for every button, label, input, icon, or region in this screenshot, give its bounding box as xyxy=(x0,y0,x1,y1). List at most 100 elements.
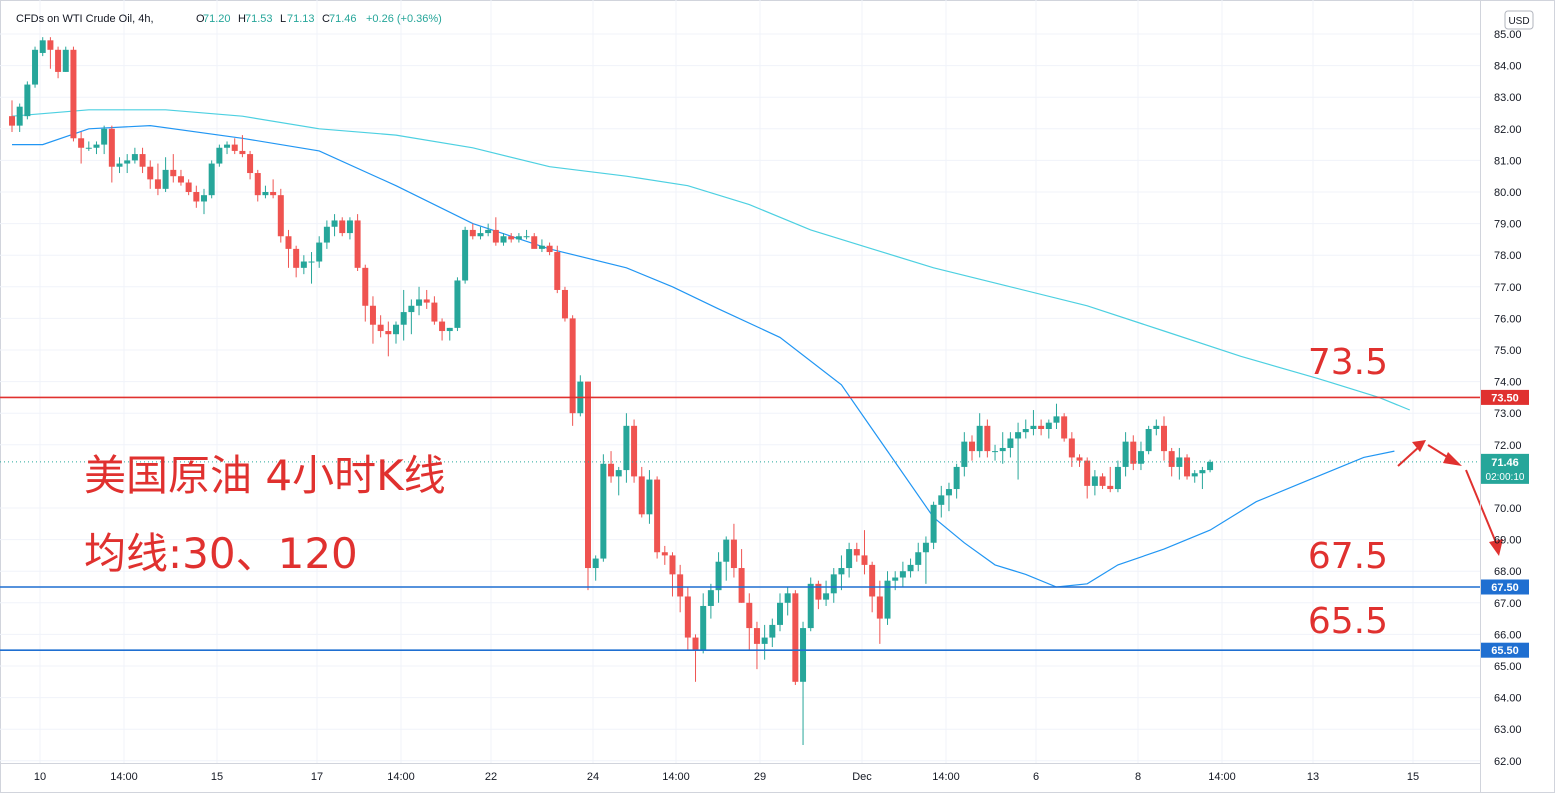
candle-body xyxy=(300,261,307,268)
currency-badge[interactable]: USD xyxy=(1504,10,1534,30)
candle xyxy=(1099,473,1106,490)
ohlc-key: O xyxy=(196,13,205,25)
arrow-mid-head xyxy=(1443,452,1462,466)
candle-body xyxy=(1176,457,1183,467)
candle-body xyxy=(1114,466,1121,490)
candle xyxy=(1114,460,1121,493)
candle xyxy=(700,593,707,654)
candle-body xyxy=(93,144,100,148)
candle-body xyxy=(753,628,760,644)
candle-body xyxy=(899,571,906,578)
candle xyxy=(101,125,108,155)
candle-body xyxy=(523,236,530,238)
time-tick-label: 14:00 xyxy=(662,771,690,783)
ohlc-key: L xyxy=(280,13,286,25)
bar-countdown: 02:00:10 xyxy=(1486,472,1525,483)
candle-body xyxy=(369,305,376,325)
candle xyxy=(907,558,914,578)
candle-body xyxy=(354,220,361,268)
candle-body xyxy=(585,381,591,569)
price-tick-label: 79.00 xyxy=(1494,219,1522,231)
candle xyxy=(1145,425,1152,455)
candle-body xyxy=(746,602,753,629)
candle-body xyxy=(915,552,922,565)
arrow-up-line xyxy=(1397,445,1421,467)
candle-body xyxy=(32,49,39,85)
time-tick-label: 24 xyxy=(587,771,599,783)
candle xyxy=(262,185,269,199)
candle xyxy=(162,157,169,192)
price-tick-label: 75.00 xyxy=(1494,345,1522,357)
candle xyxy=(815,580,822,610)
candle-body xyxy=(600,463,607,559)
level-badge-text: 67.50 xyxy=(1491,582,1519,594)
candle-body xyxy=(569,318,576,414)
candle-body xyxy=(807,583,814,629)
level-badge: 65.50 xyxy=(1481,642,1529,658)
candle-body xyxy=(777,602,783,625)
price-tick-label: 73.00 xyxy=(1494,408,1522,420)
ohlc-legend: O71.20 H 71.53 L 71.13 C 71.46 +0.26 (+0.36%) xyxy=(196,13,442,25)
candle-body xyxy=(876,596,883,619)
annotation-title: 美国原油 4小时K线 xyxy=(84,451,446,500)
candle xyxy=(93,141,100,155)
candle xyxy=(500,233,507,246)
candle-body xyxy=(316,242,323,262)
candle-body xyxy=(1207,461,1214,471)
candle xyxy=(1053,403,1060,429)
candle xyxy=(654,476,661,559)
candle-body xyxy=(723,539,730,562)
price-tick-label: 80.00 xyxy=(1494,187,1522,199)
candle xyxy=(661,545,668,565)
candle xyxy=(561,286,568,322)
price-tick-label: 62.00 xyxy=(1494,756,1522,768)
candle-body xyxy=(761,637,768,644)
candle-body xyxy=(170,169,177,177)
candle xyxy=(385,321,392,357)
candle xyxy=(339,217,346,237)
candle xyxy=(876,580,883,644)
candle-body xyxy=(861,555,868,565)
candle xyxy=(1191,470,1198,483)
price-tick-label: 66.00 xyxy=(1494,629,1522,641)
candle xyxy=(554,245,561,294)
candle-body xyxy=(108,128,115,167)
candle xyxy=(323,220,330,249)
time-tick-label: 6 xyxy=(1033,771,1039,783)
candle-body xyxy=(1168,451,1175,467)
candle-body xyxy=(139,154,146,167)
time-axis[interactable]: 10 14:00 15 17 14:00 22 24 14:00 29 Dec 14:00 6 8 14:… xyxy=(34,771,1419,783)
price-axis[interactable]: 85.00 84.00 83.00 82.00 81.00 80.00 79.00 78.00… xyxy=(1494,29,1522,768)
candle xyxy=(930,501,937,550)
candle-body xyxy=(730,539,737,569)
candle-body xyxy=(1076,457,1083,461)
candle-body xyxy=(262,192,269,196)
candle xyxy=(270,179,277,199)
candle-body xyxy=(546,245,553,253)
candle xyxy=(9,100,15,132)
arrow-down-head xyxy=(1489,539,1503,556)
candle-body xyxy=(201,195,207,202)
candle-body xyxy=(323,226,330,243)
candle xyxy=(1176,447,1183,480)
candle xyxy=(170,154,177,183)
candle-body xyxy=(454,280,461,328)
price-tick-label: 69.00 xyxy=(1494,535,1522,547)
candle-body xyxy=(1130,441,1137,464)
candle-body xyxy=(907,564,914,572)
candle xyxy=(592,555,599,581)
candle-body xyxy=(162,169,169,189)
candle-body xyxy=(738,568,745,603)
candle xyxy=(777,593,783,632)
candle xyxy=(446,327,453,341)
candle-body xyxy=(446,327,453,332)
candle xyxy=(746,593,753,651)
candle-body xyxy=(1161,425,1167,452)
candle-body xyxy=(362,267,369,306)
ohlc-value: 71.46 xyxy=(329,13,357,25)
level-badge: 73.50 xyxy=(1481,389,1529,405)
candle xyxy=(638,466,645,518)
candle-body xyxy=(1015,432,1022,439)
candle xyxy=(546,242,553,256)
